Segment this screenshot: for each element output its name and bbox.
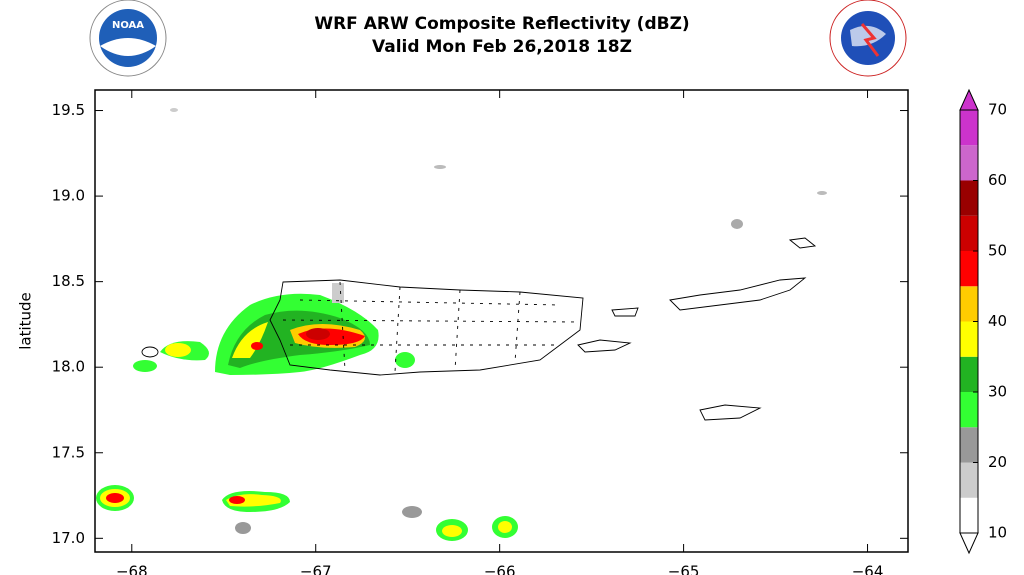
colorbar-segment xyxy=(960,180,978,216)
colorbar-tick-label: 40 xyxy=(988,312,1007,330)
x-tick-label: −65 xyxy=(668,563,700,575)
x-tick-label: −66 xyxy=(484,563,516,575)
colorbar-segment xyxy=(960,251,978,287)
colorbar-tick-label: 50 xyxy=(988,242,1007,260)
y-tick-label: 19.5 xyxy=(52,101,85,119)
title: WRF ARW Composite Reflectivity (dBZ) xyxy=(314,14,689,34)
nws-logo xyxy=(829,0,907,77)
logo-text: NOAA xyxy=(112,20,144,31)
colorbar-extend-top xyxy=(959,88,979,111)
colorbar-segment xyxy=(960,427,978,463)
y-tick-label: 19.0 xyxy=(52,187,85,205)
x-tick-label: −64 xyxy=(852,563,884,575)
subtitle: Valid Mon Feb 26,2018 18Z xyxy=(372,37,632,57)
coastlines xyxy=(141,237,817,421)
colorbar-segment xyxy=(960,321,978,357)
colorbar-segment xyxy=(960,145,978,181)
y-tick-label: 17.5 xyxy=(52,443,85,461)
map-frame xyxy=(94,89,909,553)
map-area xyxy=(94,89,909,553)
colorbar-tick-label: 20 xyxy=(988,453,1007,471)
colorbar-extend-bottom xyxy=(959,532,979,555)
y-tick-label: 18.0 xyxy=(52,358,85,376)
colorbar-segment xyxy=(960,392,978,428)
noaa-logo: NOAA xyxy=(89,0,167,77)
colorbar-segment xyxy=(960,286,978,322)
y-tick-label: 18.5 xyxy=(52,272,85,290)
colorbar-segment xyxy=(960,356,978,392)
colorbar-tick-label: 30 xyxy=(988,383,1007,401)
colorbar-segment xyxy=(960,215,978,251)
x-tick-label: −67 xyxy=(300,563,332,575)
x-tick-label: −68 xyxy=(116,563,148,575)
colorbar-segment xyxy=(960,497,978,533)
colorbar-tick-label: 60 xyxy=(988,171,1007,189)
reflectivity xyxy=(96,108,827,541)
colorbar: 10 20 30 40 50 60 70 xyxy=(959,88,1007,555)
colorbar-tick-label: 70 xyxy=(988,101,1007,119)
y-axis-label: latitude xyxy=(17,292,35,350)
colorbar-segment xyxy=(960,110,978,146)
colorbar-tick-label: 10 xyxy=(988,524,1007,542)
y-tick-label: 17.0 xyxy=(52,529,85,547)
colorbar-segment xyxy=(960,462,978,498)
